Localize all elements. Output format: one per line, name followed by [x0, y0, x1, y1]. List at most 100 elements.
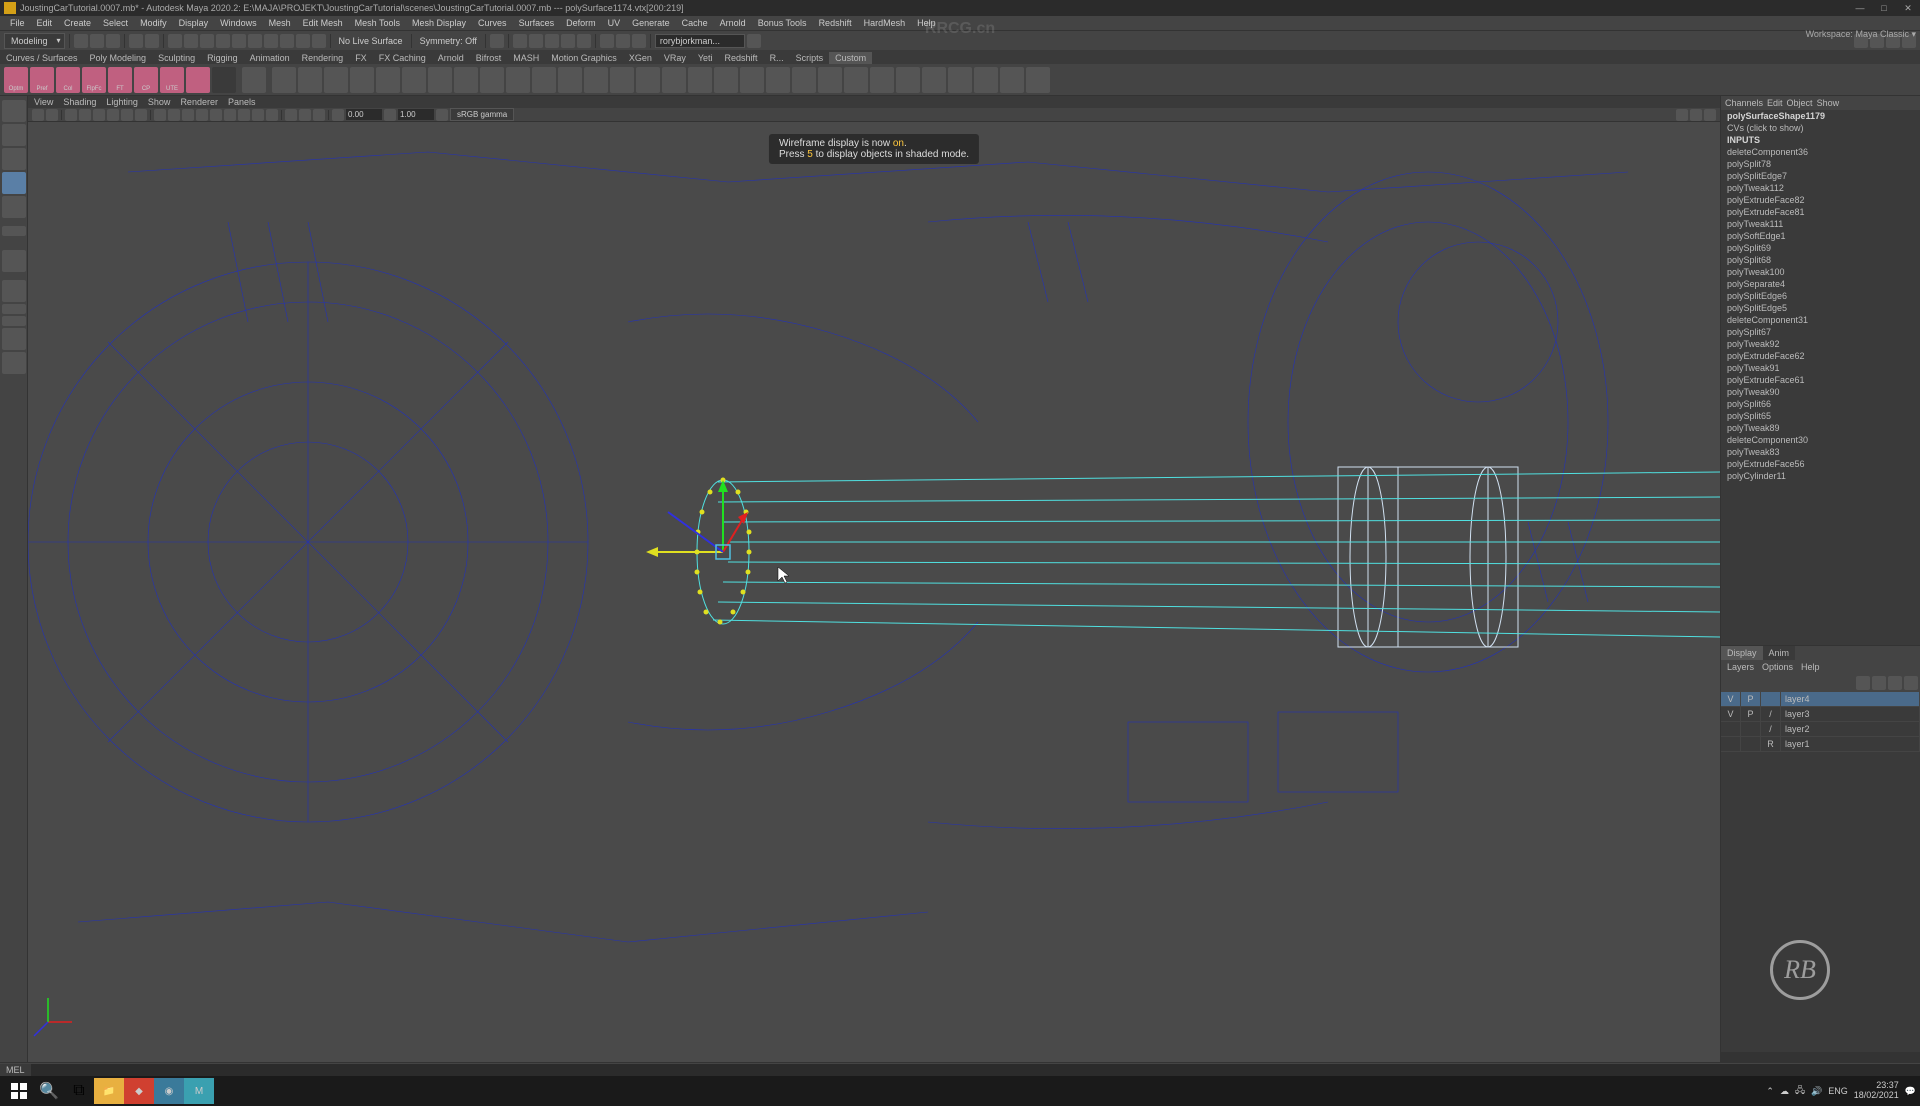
- ch-menu-object[interactable]: Object: [1787, 98, 1813, 108]
- channel-item[interactable]: polySplitEdge7: [1721, 170, 1920, 182]
- layer-new-empty[interactable]: [1888, 676, 1902, 690]
- shelf-button-16[interactable]: [428, 67, 452, 93]
- shelf-button-7[interactable]: [186, 67, 210, 93]
- hypershade-button[interactable]: [577, 34, 591, 48]
- shelf-button-5[interactable]: CP: [134, 67, 158, 93]
- vp-exposure-field[interactable]: [346, 109, 382, 120]
- vp-lights[interactable]: [210, 109, 222, 121]
- layers-scrollbar[interactable]: [1721, 1052, 1920, 1062]
- shelf-button-38[interactable]: [1000, 67, 1024, 93]
- shelf-tab-vray[interactable]: VRay: [658, 52, 692, 64]
- vp-xray-joints[interactable]: [313, 109, 325, 121]
- channel-item[interactable]: polySplit65: [1721, 410, 1920, 422]
- live-surface-button[interactable]: [296, 34, 310, 48]
- shelf-button-15[interactable]: [402, 67, 426, 93]
- menu-edit-mesh[interactable]: Edit Mesh: [299, 18, 347, 28]
- account-dropdown[interactable]: [747, 34, 761, 48]
- shelf-button-34[interactable]: [896, 67, 920, 93]
- account-field[interactable]: [655, 34, 745, 48]
- channel-item[interactable]: polySeparate4: [1721, 278, 1920, 290]
- anim-layers-tab[interactable]: Anim: [1763, 646, 1796, 660]
- menu-select[interactable]: Select: [99, 18, 132, 28]
- shelf-button-31[interactable]: [818, 67, 842, 93]
- select-tool-button[interactable]: [168, 34, 182, 48]
- vp-textured[interactable]: [196, 109, 208, 121]
- shelf-button-6[interactable]: UTE: [160, 67, 184, 93]
- channel-item[interactable]: polyExtrudeFace81: [1721, 206, 1920, 218]
- vp-wireframe[interactable]: [168, 109, 180, 121]
- live-toggle-button[interactable]: [312, 34, 326, 48]
- vp-renderer-toggle1[interactable]: [1676, 109, 1688, 121]
- channel-item[interactable]: polySplit68: [1721, 254, 1920, 266]
- shelf-button-8[interactable]: [212, 67, 236, 93]
- vp-xray[interactable]: [299, 109, 311, 121]
- shelf-button-2[interactable]: Col: [56, 67, 80, 93]
- layers-menu-help[interactable]: Help: [1801, 662, 1820, 672]
- menu-hardmesh[interactable]: HardMesh: [860, 18, 910, 28]
- vp-shaded[interactable]: [182, 109, 194, 121]
- channel-item[interactable]: polyTweak111: [1721, 218, 1920, 230]
- ipr-button[interactable]: [545, 34, 559, 48]
- menu-display[interactable]: Display: [175, 18, 213, 28]
- shelf-button-4[interactable]: FT: [108, 67, 132, 93]
- move-tool[interactable]: [2, 172, 26, 194]
- shelf-tab-custom[interactable]: Custom: [829, 52, 872, 64]
- tray-volume-icon[interactable]: 🔊: [1811, 1086, 1822, 1097]
- menu-cache[interactable]: Cache: [678, 18, 712, 28]
- undo-button[interactable]: [129, 34, 143, 48]
- shelf-tab-rendering[interactable]: Rendering: [296, 52, 350, 64]
- shelf-button-25[interactable]: [662, 67, 686, 93]
- vp-film-gate[interactable]: [107, 109, 119, 121]
- shelf-button-39[interactable]: [1026, 67, 1050, 93]
- shelf-button-12[interactable]: [324, 67, 348, 93]
- menu-uv[interactable]: UV: [604, 18, 625, 28]
- channel-item[interactable]: polyTweak91: [1721, 362, 1920, 374]
- menu-surfaces[interactable]: Surfaces: [515, 18, 559, 28]
- layer-row[interactable]: VPlayer4: [1721, 692, 1920, 707]
- vp-menu-lighting[interactable]: Lighting: [106, 97, 138, 107]
- playback-pause-button[interactable]: [616, 34, 630, 48]
- snap-center-button[interactable]: [280, 34, 294, 48]
- shelf-button-28[interactable]: [740, 67, 764, 93]
- scale-tool[interactable]: [2, 226, 26, 236]
- last-tool[interactable]: [2, 250, 26, 272]
- layers-menu-layers[interactable]: Layers: [1727, 662, 1754, 672]
- channel-item[interactable]: CVs (click to show): [1721, 122, 1920, 134]
- menu-help[interactable]: Help: [913, 18, 940, 28]
- vp-smooth-mesh[interactable]: [266, 109, 278, 121]
- menu-arnold[interactable]: Arnold: [716, 18, 750, 28]
- channel-item[interactable]: polyExtrudeFace62: [1721, 350, 1920, 362]
- sym-toggle-button[interactable]: [490, 34, 504, 48]
- shelf-button-22[interactable]: [584, 67, 608, 93]
- snap-view-button[interactable]: [264, 34, 278, 48]
- shelf-tab-r-[interactable]: R...: [764, 52, 790, 64]
- vp-menu-shading[interactable]: Shading: [63, 97, 96, 107]
- channel-item[interactable]: polySplit67: [1721, 326, 1920, 338]
- vp-renderer-toggle3[interactable]: [1704, 109, 1716, 121]
- snap-plane-button[interactable]: [232, 34, 246, 48]
- channel-item[interactable]: polySplitEdge5: [1721, 302, 1920, 314]
- menu-curves[interactable]: Curves: [474, 18, 511, 28]
- shelf-tab-yeti[interactable]: Yeti: [692, 52, 719, 64]
- channel-item[interactable]: polyTweak90: [1721, 386, 1920, 398]
- vp-gate-mask[interactable]: [135, 109, 147, 121]
- shelf-button-30[interactable]: [792, 67, 816, 93]
- channel-item[interactable]: polyTweak112: [1721, 182, 1920, 194]
- shelf-button-17[interactable]: [454, 67, 478, 93]
- vp-menu-view[interactable]: View: [34, 97, 53, 107]
- shelf-button-18[interactable]: [480, 67, 504, 93]
- channel-item[interactable]: polyTweak92: [1721, 338, 1920, 350]
- channel-item[interactable]: polyExtrudeFace82: [1721, 194, 1920, 206]
- layer-move-up[interactable]: [1856, 676, 1870, 690]
- vp-grid[interactable]: [154, 109, 166, 121]
- channel-box-list[interactable]: polySurfaceShape1179CVs (click to show)I…: [1721, 110, 1920, 645]
- minimize-button[interactable]: —: [1852, 3, 1868, 14]
- vp-motion-blur[interactable]: [252, 109, 264, 121]
- shelf-tab-fx-caching[interactable]: FX Caching: [373, 52, 432, 64]
- menu-create[interactable]: Create: [60, 18, 95, 28]
- shelf-button-36[interactable]: [948, 67, 972, 93]
- tray-network-icon[interactable]: 🖧: [1795, 1083, 1805, 1099]
- render-frame-button[interactable]: [529, 34, 543, 48]
- shelf-tab-redshift[interactable]: Redshift: [719, 52, 764, 64]
- channel-item[interactable]: polyCylinder11: [1721, 470, 1920, 482]
